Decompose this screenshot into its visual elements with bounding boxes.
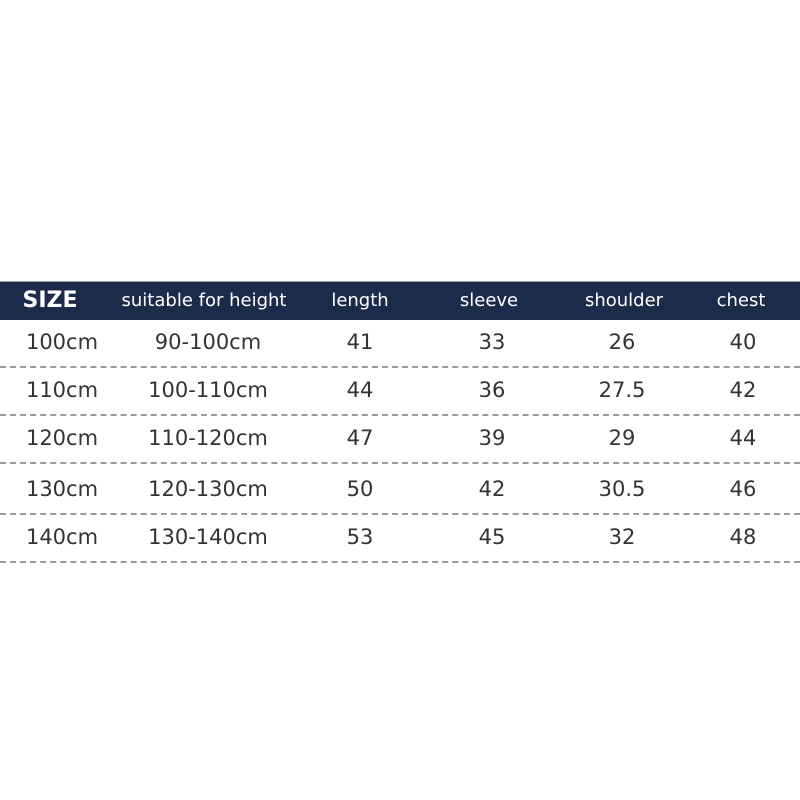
row-divider (0, 366, 800, 368)
cell-chest: 48 (729, 525, 757, 549)
cell-length: 50 (346, 477, 374, 501)
cell-sleeve: 33 (478, 330, 506, 354)
cell-length: 44 (346, 378, 374, 402)
table-row: 140cm 130-140cm 53 45 32 48 (0, 513, 800, 561)
row-divider (0, 414, 800, 416)
cell-sleeve: 42 (478, 477, 506, 501)
cell-length: 53 (346, 525, 374, 549)
row-divider (0, 462, 800, 464)
header-size: SIZE (22, 288, 78, 313)
header-length: length (331, 290, 389, 311)
cell-shoulder: 30.5 (598, 477, 646, 501)
cell-chest: 40 (729, 330, 757, 354)
cell-height: 110-120cm (148, 426, 268, 450)
row-divider (0, 513, 800, 515)
cell-chest: 44 (729, 426, 757, 450)
header-sleeve: sleeve (459, 290, 519, 311)
cell-chest: 42 (729, 378, 757, 402)
table-row: 100cm 90-100cm 41 33 26 40 (0, 318, 800, 366)
cell-height: 120-130cm (148, 477, 268, 501)
header-chest: chest (716, 290, 766, 311)
cell-size: 100cm (25, 330, 99, 354)
table-header: SIZE suitable for height length sleeve s… (0, 281, 800, 320)
cell-size: 110cm (25, 378, 99, 402)
cell-length: 47 (346, 426, 374, 450)
row-divider (0, 561, 800, 563)
cell-sleeve: 45 (478, 525, 506, 549)
cell-shoulder: 29 (608, 426, 636, 450)
table-row: 110cm 100-110cm 44 36 27.5 42 (0, 366, 800, 414)
cell-shoulder: 32 (608, 525, 636, 549)
cell-sleeve: 39 (478, 426, 506, 450)
table-row: 120cm 110-120cm 47 39 29 44 (0, 414, 800, 462)
cell-size: 130cm (25, 477, 99, 501)
cell-shoulder: 27.5 (598, 378, 646, 402)
cell-size: 120cm (25, 426, 99, 450)
table-row: 130cm 120-130cm 50 42 30.5 46 (0, 465, 800, 513)
cell-shoulder: 26 (608, 330, 636, 354)
cell-sleeve: 36 (478, 378, 506, 402)
cell-height: 100-110cm (148, 378, 268, 402)
cell-height: 90-100cm (154, 330, 262, 354)
cell-length: 41 (346, 330, 374, 354)
header-shoulder: shoulder (584, 290, 664, 311)
header-height: suitable for height (121, 290, 287, 311)
cell-size: 140cm (25, 525, 99, 549)
cell-height: 130-140cm (148, 525, 268, 549)
cell-chest: 46 (729, 477, 757, 501)
